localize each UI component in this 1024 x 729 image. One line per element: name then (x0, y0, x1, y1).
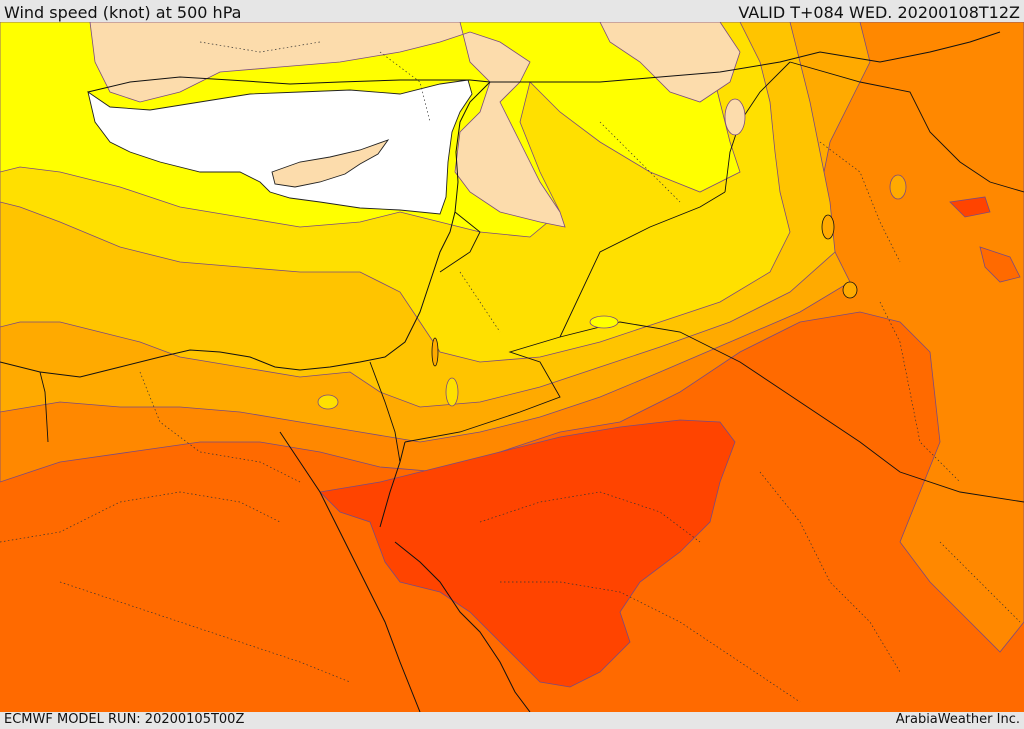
valid-time: VALID T+084 WED. 20200108T12Z (738, 3, 1020, 22)
map-title: Wind speed (knot) at 500 hPa (4, 3, 242, 22)
cyprus-island (271, 139, 390, 188)
zone-red-orange-patch-2 (979, 246, 1021, 283)
tan-spot-ne (724, 98, 746, 136)
credit-label: ArabiaWeather Inc. (895, 712, 1020, 727)
zone-sea-white (87, 79, 473, 215)
border-jordan-saudi (404, 321, 1024, 503)
wind-speed-map-svg (0, 22, 1024, 712)
border-egypt-libya (39, 371, 49, 443)
dead-sea-lake (431, 337, 439, 367)
footer-bar: ECMWF MODEL RUN: 20200105T00Z ArabiaWeat… (0, 712, 1024, 729)
orange-spot-ne (889, 174, 907, 200)
lake-tharthar (821, 214, 835, 240)
border-lebanon-syria (439, 211, 481, 273)
admin-boundaries (0, 41, 1021, 703)
coastline-red-sea-east (394, 541, 531, 712)
border-jordan-iraq (559, 191, 726, 338)
coastline-turkey (87, 31, 1001, 93)
border-iraq-iran (789, 61, 1024, 193)
gold-spot-3 (589, 315, 619, 329)
zone-land-tan-ne (599, 22, 741, 103)
small-lake (842, 281, 858, 299)
coastline-north-africa (0, 211, 456, 378)
yellow-spot-2 (445, 377, 459, 407)
coastline-levant (454, 81, 491, 213)
weather-map[interactable] (0, 22, 1024, 712)
zone-red-orange-patch (949, 196, 991, 218)
model-run-label: ECMWF MODEL RUN: 20200105T00Z (4, 712, 245, 727)
coastline-red-sea (279, 431, 421, 712)
header-bar: Wind speed (knot) at 500 hPa VALID T+084… (0, 0, 1024, 22)
yellow-spot (317, 394, 339, 410)
border-egypt-israel (369, 361, 401, 463)
zone-red-orange-core (319, 419, 736, 688)
gulf-of-aqaba (379, 441, 406, 528)
